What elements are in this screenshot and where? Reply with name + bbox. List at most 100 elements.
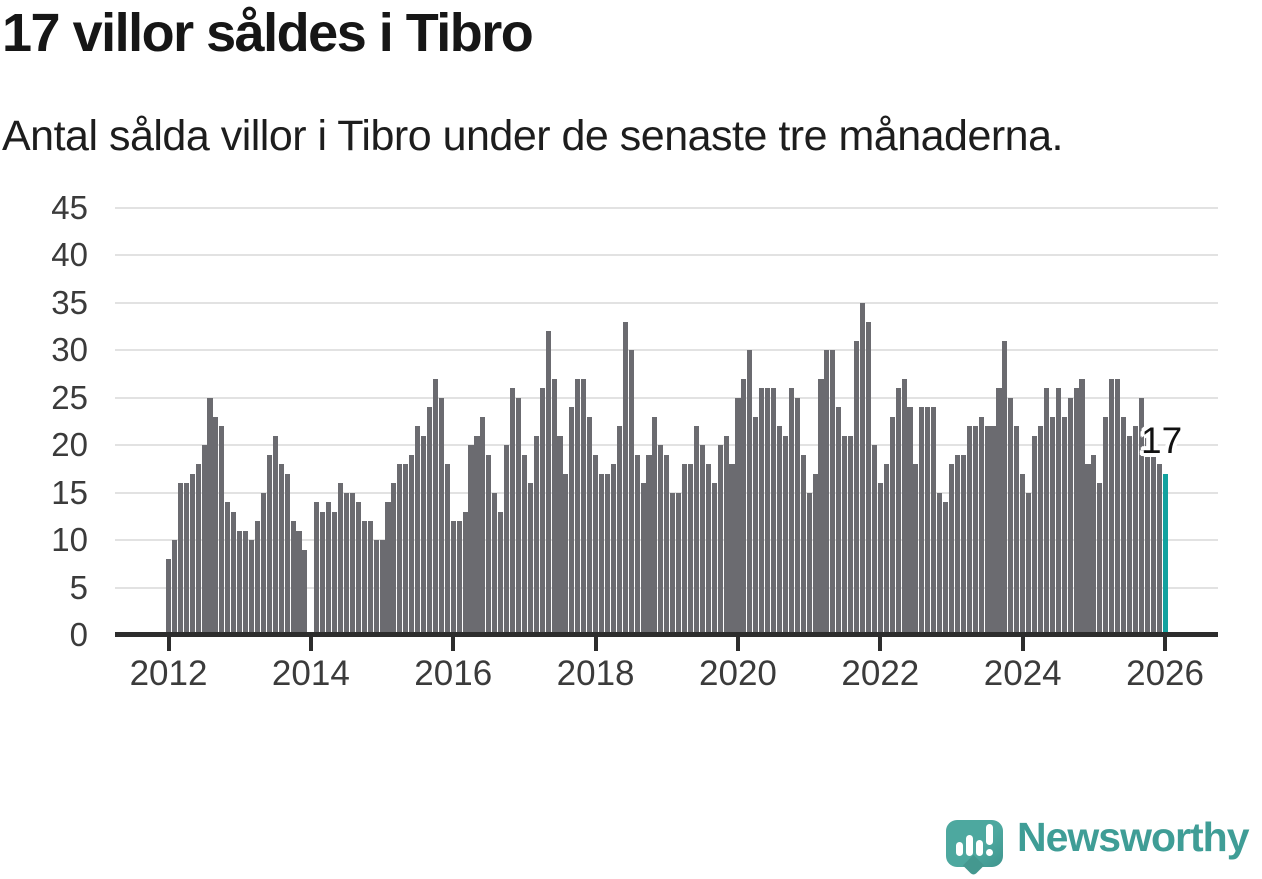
x-axis-tick-2026 — [1163, 637, 1168, 651]
bar-month — [937, 492, 943, 635]
bar-month — [717, 445, 723, 635]
bar-month — [1132, 426, 1138, 635]
x-axis-label-2022: 2022 — [841, 654, 920, 693]
bar-month — [450, 521, 456, 635]
bar-month — [510, 388, 516, 635]
bar-month — [753, 416, 759, 635]
bar-month — [432, 378, 438, 635]
bar-month — [426, 407, 433, 635]
bar-month — [771, 388, 777, 635]
gridline-y-25 — [115, 396, 1218, 399]
bar-month — [587, 416, 593, 635]
y-axis-label-35: 35 — [51, 283, 88, 321]
bar-month — [622, 321, 628, 635]
bar-month — [735, 397, 741, 635]
newsworthy-speech-bubble-icon — [946, 820, 1003, 877]
gridline-y-30 — [115, 349, 1218, 351]
bar-month — [693, 426, 699, 635]
bar-month — [266, 454, 272, 635]
page-subtitle: Antal sålda villor i Tibro under de sena… — [2, 112, 1063, 160]
bar-month — [966, 426, 972, 635]
gridline-y-45 — [115, 206, 1218, 209]
x-axis-tick-2012 — [166, 637, 171, 651]
bar-month — [711, 483, 717, 635]
bar-month — [278, 464, 284, 635]
bar-month — [165, 559, 172, 635]
bar-month — [824, 350, 830, 635]
bar-month — [320, 511, 326, 635]
speech-bubble-tail — [962, 854, 985, 877]
bar-month — [687, 464, 694, 635]
x-axis-tick-2018 — [593, 637, 598, 651]
bar-month — [349, 492, 355, 635]
bar-month — [640, 483, 646, 635]
bar-month — [504, 445, 510, 635]
bar-month — [492, 492, 498, 635]
bar-month — [551, 378, 557, 635]
bar-month — [943, 502, 949, 635]
bar-month — [759, 388, 765, 635]
bar-month — [290, 521, 296, 635]
bar-month — [1144, 426, 1150, 635]
bar-month — [1032, 435, 1038, 635]
bar-month — [569, 407, 575, 635]
y-axis-label-25: 25 — [51, 378, 88, 416]
newsworthy-logo: Newsworthy — [946, 814, 1262, 879]
bar-month — [343, 492, 349, 635]
bar-month — [907, 407, 913, 635]
bar-month — [225, 502, 231, 635]
bar-month — [788, 388, 794, 635]
bar-month — [658, 445, 664, 635]
bar-month — [1126, 435, 1133, 635]
bar-month — [421, 435, 427, 635]
bar-month — [201, 445, 207, 635]
bar-month — [978, 416, 984, 635]
bar-month — [610, 464, 616, 635]
bar-month — [782, 435, 788, 635]
bar-month — [337, 483, 344, 635]
bar-month — [480, 416, 486, 635]
x-axis-label-2026: 2026 — [1126, 654, 1204, 693]
bar-month — [385, 502, 391, 635]
bar-month — [1109, 378, 1115, 635]
bar-month — [723, 435, 729, 635]
page-title: 17 villor såldes i Tibro — [2, 3, 534, 63]
y-axis-label-45: 45 — [51, 188, 88, 226]
bar-month — [521, 454, 527, 635]
bar-month — [865, 321, 872, 635]
bar-month — [895, 388, 901, 635]
bar-month — [1150, 454, 1156, 635]
bar-month — [456, 521, 462, 635]
bar-current-period — [1162, 473, 1168, 635]
bar-month — [243, 530, 249, 635]
bar-month — [391, 483, 397, 635]
x-axis-label-2012: 2012 — [129, 654, 208, 693]
bar-month — [444, 464, 450, 635]
bar-month — [925, 407, 931, 635]
bar-month — [765, 388, 771, 635]
bar-month — [901, 378, 907, 635]
bar-month — [207, 397, 213, 635]
bar-month — [984, 426, 990, 635]
bar-month — [189, 473, 195, 635]
x-axis-label-2018: 2018 — [556, 654, 635, 693]
bar-month — [604, 473, 610, 635]
logo-bar-icon — [966, 835, 973, 856]
bar-month — [314, 502, 320, 635]
bar-month — [859, 302, 866, 635]
bar-month — [1067, 397, 1073, 635]
bar-month — [545, 331, 551, 635]
y-axis-label-15: 15 — [51, 473, 88, 511]
bar-month — [1020, 473, 1026, 635]
bar-month — [260, 492, 266, 635]
bar-month — [747, 350, 753, 635]
bar-month — [664, 454, 670, 635]
bar-month — [954, 454, 960, 635]
bar-month — [871, 445, 877, 635]
gridline-y-40 — [115, 254, 1218, 256]
bar-month — [1115, 378, 1121, 635]
bar-month — [705, 464, 711, 635]
bar-month — [1091, 454, 1097, 635]
bar-chart: 0 5 10 15 20 25 30 35 40 45 2012 2014 2016 2018 2020 20… — [51, 188, 1218, 693]
